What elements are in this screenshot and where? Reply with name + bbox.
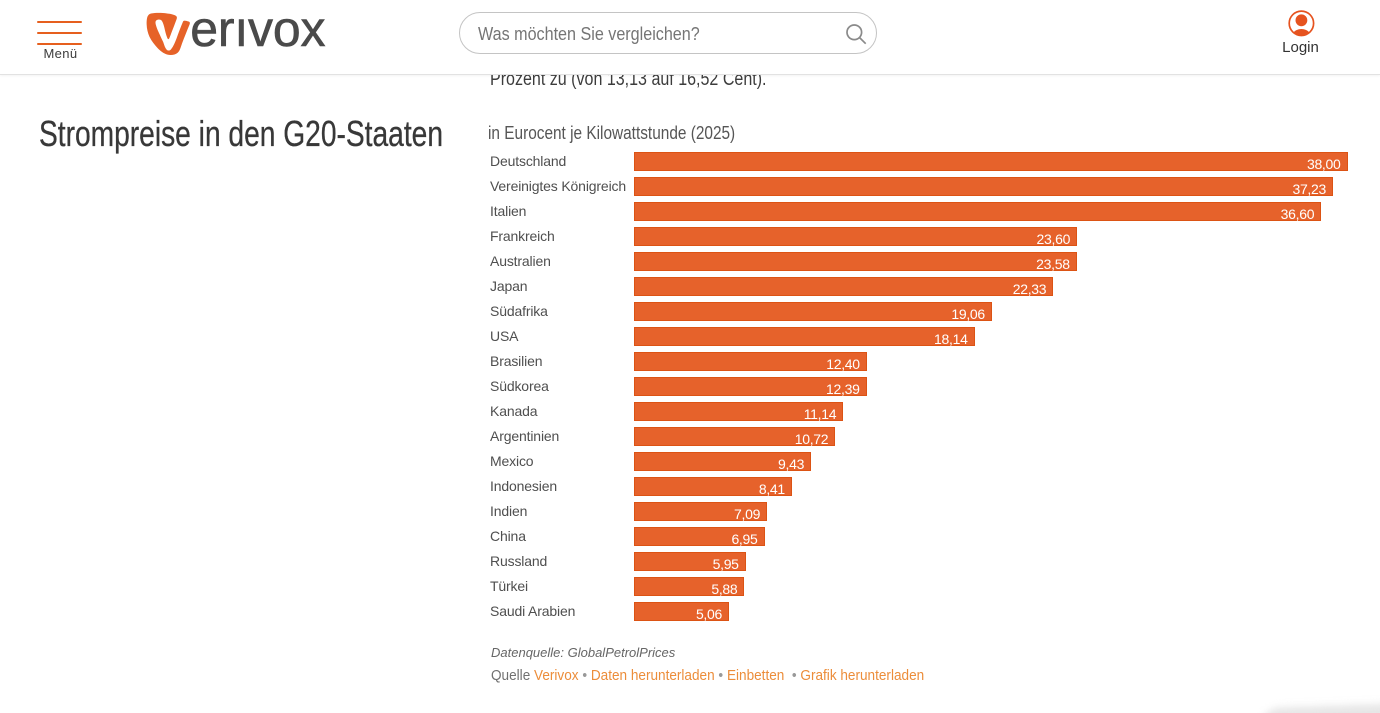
svg-text:erıvox: erıvox — [190, 11, 325, 57]
